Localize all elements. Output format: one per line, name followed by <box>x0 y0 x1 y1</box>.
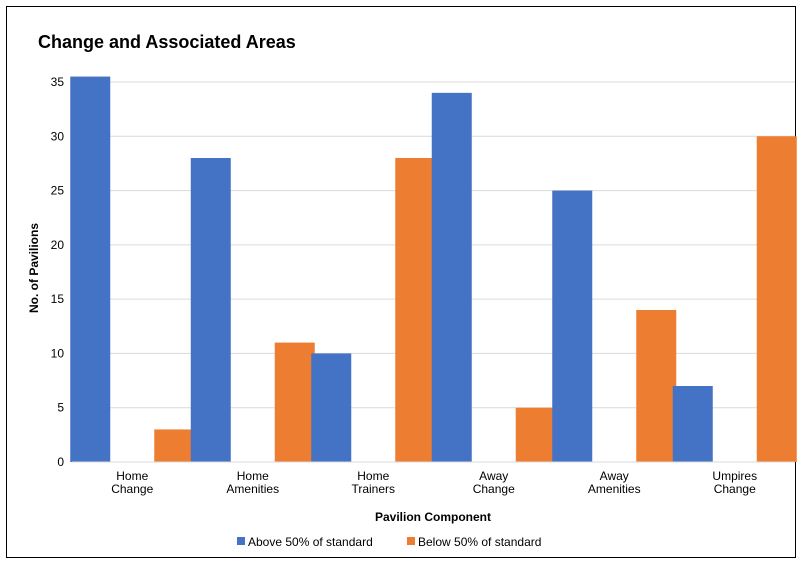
bar-below-1 <box>154 429 195 462</box>
x-tick-label: Home <box>237 469 269 483</box>
y-axis-ticks: 0 5 10 15 20 25 30 35 <box>51 75 65 469</box>
bar-above-6 <box>672 386 713 462</box>
legend-swatch-above <box>237 537 245 545</box>
x-tick-label: Umpires <box>712 469 757 483</box>
bars <box>70 76 797 463</box>
y-tick-label: 20 <box>51 238 65 252</box>
x-tick-label: Change <box>111 482 153 496</box>
bar-above-3 <box>311 353 352 462</box>
y-tick-label: 0 <box>57 455 64 469</box>
x-tick-label: Amenities <box>226 482 279 496</box>
legend-label: Above 50% of standard <box>248 535 373 549</box>
y-tick-label: 35 <box>51 75 65 89</box>
x-tick-label: Away <box>600 469 629 483</box>
y-tick-label: 5 <box>57 401 64 415</box>
bar-below-2 <box>274 342 315 462</box>
x-axis-title: Pavilion Component <box>375 510 491 524</box>
x-tick-label: Change <box>714 482 756 496</box>
bar-above-4 <box>431 92 472 462</box>
y-tick-label: 25 <box>51 184 65 198</box>
bar-above-5 <box>552 190 593 463</box>
bar-below-6 <box>756 136 797 463</box>
x-tick-label: Home <box>116 469 148 483</box>
legend-label: Below 50% of standard <box>418 535 541 549</box>
legend-swatch-below <box>407 537 415 545</box>
x-axis-ticks: HomeChangeHomeAmenitiesHomeTrainersAwayC… <box>111 469 757 496</box>
y-tick-label: 15 <box>51 292 65 306</box>
x-tick-label: Home <box>357 469 389 483</box>
bar-below-5 <box>636 310 677 462</box>
y-tick-label: 30 <box>51 129 65 143</box>
x-tick-label: Amenities <box>588 482 641 496</box>
bar-above-2 <box>190 158 231 462</box>
x-tick-label: Trainers <box>351 482 395 496</box>
legend: Above 50% of standard Below 50% of standa… <box>237 535 541 549</box>
x-tick-label: Away <box>479 469 508 483</box>
bar-below-4 <box>515 407 556 462</box>
bar-below-3 <box>395 158 436 462</box>
y-tick-label: 10 <box>51 346 65 360</box>
y-axis-title: No. of Pavilions <box>27 223 41 313</box>
chart-title: Change and Associated Areas <box>38 32 296 52</box>
bar-above-1 <box>70 76 111 463</box>
x-tick-label: Change <box>473 482 515 496</box>
